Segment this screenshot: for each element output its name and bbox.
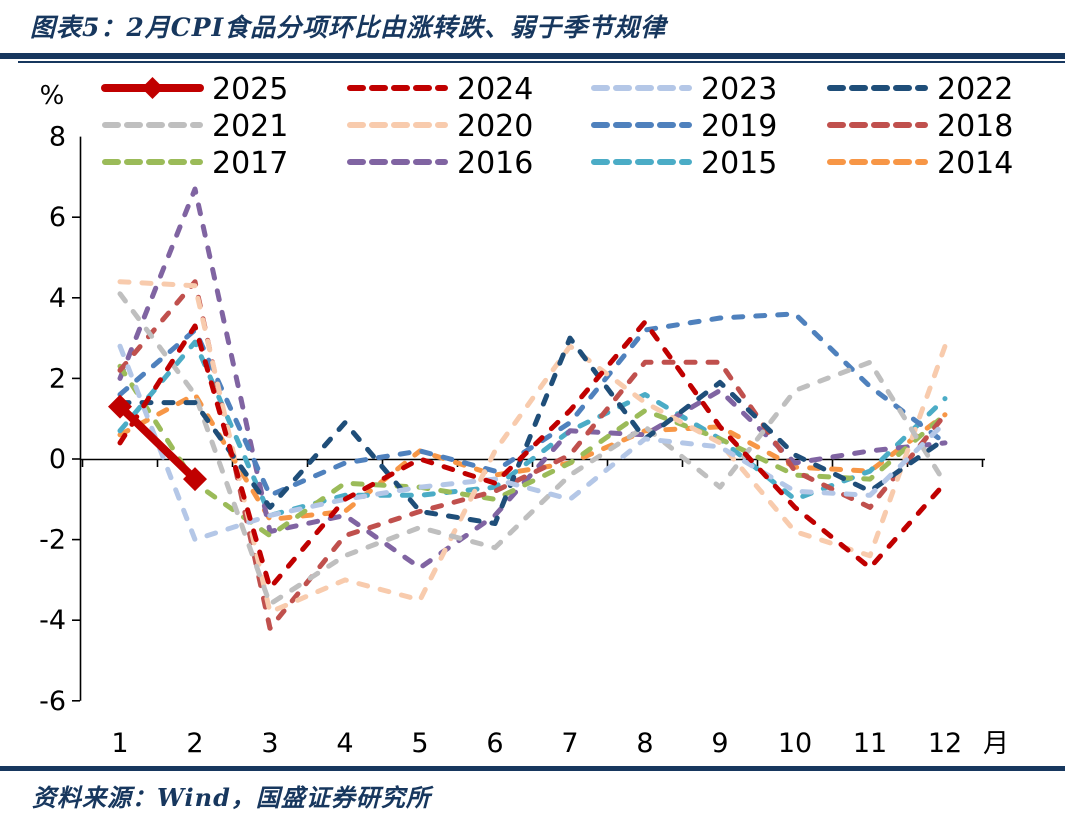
y-axis-unit-label: %: [40, 81, 65, 111]
title-divider-thin: [18, 61, 1065, 63]
figure-title: 图表5：2月CPI食品分项环比由涨转跌、弱于季节规律: [30, 13, 667, 42]
series-2014: [117, 392, 948, 522]
series-marker-2025: [183, 467, 207, 492]
legend-item-2025: 2025: [101, 72, 288, 107]
legend-label-2020: 2020: [457, 109, 533, 144]
x-tick-label: 1: [111, 728, 128, 759]
series-2018: [117, 279, 948, 631]
series-line-2025: [116, 402, 199, 484]
legend-item-2021: 2021: [102, 109, 288, 144]
x-tick-label: 8: [636, 728, 653, 759]
legend-item-2018: 2018: [827, 109, 1013, 144]
chart-area: 8 6 4 2 0 -2 -4 -6% 1 2 3 4 5 6 7 8 9 10 11 12 月 2025 2024 2023…: [0, 64, 1065, 764]
x-tick-label: 4: [336, 728, 353, 759]
title-divider-thick: [0, 53, 1065, 59]
x-tick-label: 2: [186, 728, 203, 759]
series-line-2023: [117, 343, 948, 543]
series-2022: [117, 335, 948, 526]
series-line-2021: [117, 291, 948, 607]
x-tick-label: 5: [411, 728, 428, 759]
legend-item-2024: 2024: [347, 72, 533, 107]
y-tick-label: 2: [49, 363, 66, 394]
legend-item-2014: 2014: [827, 146, 1013, 181]
legend-item-2016: 2016: [347, 146, 533, 181]
x-tick-label: 9: [711, 728, 728, 759]
legend-item-2022: 2022: [827, 72, 1013, 107]
legend-label-2022: 2022: [937, 72, 1013, 107]
series-2021: [117, 291, 948, 607]
y-tick-label: 6: [49, 202, 66, 233]
legend-marker-2025: [141, 77, 164, 99]
legend-item-2017: 2017: [102, 146, 288, 181]
x-tick-label: 10: [778, 728, 812, 759]
legend-item-2020: 2020: [347, 109, 533, 144]
series-2019: [117, 311, 948, 498]
x-tick-label: 7: [561, 728, 578, 759]
legend-item-2015: 2015: [591, 146, 777, 181]
x-tick-label: 11: [853, 728, 887, 759]
y-tick-label: -4: [39, 605, 66, 636]
legend-label-2015: 2015: [701, 146, 777, 181]
y-tick-label: -2: [39, 525, 66, 556]
legend-item-2023: 2023: [591, 72, 777, 107]
series-line-2022: [117, 335, 948, 526]
legend-label-2025: 2025: [212, 72, 288, 107]
series-2020: [117, 279, 948, 615]
legend-label-2016: 2016: [457, 146, 533, 181]
series-line-2020: [117, 279, 948, 615]
series-line-2019: [117, 311, 948, 498]
series-line-2018: [117, 279, 948, 631]
series-2025: [108, 394, 207, 492]
y-tick-label: 0: [49, 444, 66, 475]
x-tick-label: 3: [261, 728, 278, 759]
legend-label-2024: 2024: [457, 72, 533, 107]
series-2023: [117, 343, 948, 543]
y-tick-label: 4: [49, 283, 66, 314]
legend-item-2019: 2019: [591, 109, 777, 144]
series-line-2024: [117, 319, 948, 591]
y-tick-label: -6: [39, 686, 66, 717]
series-line-2014: [117, 392, 948, 522]
legend-label-2019: 2019: [701, 109, 777, 144]
y-tick-label: 8: [49, 122, 66, 153]
series-marker-2025: [108, 394, 132, 419]
legend-label-2021: 2021: [212, 109, 288, 144]
footer-divider: [0, 766, 1065, 771]
series-2024: [117, 319, 948, 591]
legend-label-2023: 2023: [701, 72, 777, 107]
x-tick-label: 6: [486, 728, 503, 759]
legend-label-2017: 2017: [212, 146, 288, 181]
legend-label-2014: 2014: [937, 146, 1013, 181]
source-note: 资料来源：Wind，国盛证券研究所: [32, 783, 431, 812]
x-tick-label: 12: [928, 728, 962, 759]
x-axis-unit-label: 月: [983, 729, 1009, 759]
legend-label-2018: 2018: [937, 109, 1013, 144]
